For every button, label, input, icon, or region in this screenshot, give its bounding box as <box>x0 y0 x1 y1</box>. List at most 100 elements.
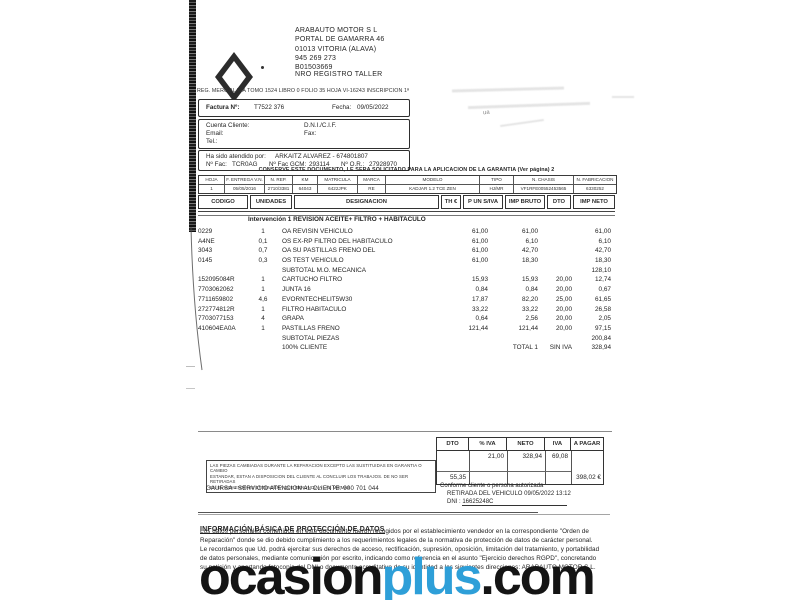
cell-units <box>250 267 276 277</box>
invoice-line-row: 7703062062 1 JUNTA 16 0,84 0,84 20,00 0,67 <box>198 286 615 296</box>
cell-bruto: 2,56 <box>525 315 538 323</box>
cell-neto: 97,15 <box>595 324 611 332</box>
vehicle-value-cell: KADJAR 1.2 TCE ZEN <box>386 185 480 193</box>
client-account-label: Cuenta Cliente: <box>206 122 250 129</box>
attended-by-label: Ha sido atendido por: <box>206 152 266 160</box>
cell-pun: 121,44 <box>468 324 488 332</box>
invoice-line-row: 0229 1 OA REVISIN VEHíCULO 61,00 61,00 61,00 <box>198 228 615 238</box>
section-divider <box>198 431 612 432</box>
footer-divider <box>198 512 538 513</box>
invoice-line-row: 7703077153 4 GRAPA 0,64 2,56 20,00 2,05 <box>198 315 615 325</box>
dealer-address-line: B01503669 <box>295 64 333 72</box>
cell-units: 0,3 <box>258 257 268 265</box>
client-dni-label: D.N.I./C.I.F. <box>304 122 337 129</box>
cell-pun: 0,64 <box>475 315 488 323</box>
cell-code: 7703077153 <box>198 315 234 323</box>
or-label: Nº O.R.: <box>341 161 365 168</box>
cell-code: A4NE <box>198 237 215 245</box>
cell-neto: 42,70 <box>595 247 611 255</box>
invoice-number-value: T7522 376 <box>254 104 285 111</box>
vehicle-header-cell: HOJA <box>199 176 225 184</box>
legal-line: ESTANDAR, ESTAN A DISPOSICION DEL CLIENT… <box>210 473 409 485</box>
a-pagar-value: 398,02 € <box>576 474 601 481</box>
cell-neto: 6,10 <box>598 237 611 245</box>
renault-diamond-icon <box>215 52 253 102</box>
cell-bruto: 6,10 <box>525 237 538 245</box>
vehicle-value-cell: 64043 <box>293 185 318 193</box>
cell-desc: FILTRO HABITACULO <box>282 305 347 313</box>
legal-line: EN EL MOMENTO SE ENTENDERA QUE RENUNCIA … <box>210 484 352 490</box>
cell-code: 7703062062 <box>198 286 234 294</box>
totals-header-cell: DTO <box>436 437 468 451</box>
items-table-header: CODIGO UNIDADES DESIGNACION TH € P UN S/IVA I… <box>198 195 615 209</box>
scan-page-edge-curve <box>190 226 203 371</box>
cell-units: 1 <box>261 276 265 284</box>
invoice-line-row: 100% CLIENTE TOTAL 1 SIN IVA 328,94 <box>198 344 615 354</box>
vehicle-value-cell: RE <box>358 185 386 193</box>
dealer-address-line: 01013 VITORIA (ALAVA) <box>295 45 377 53</box>
cell-bruto: 82,20 <box>522 295 538 303</box>
fac-value: TCR0AG <box>232 161 258 168</box>
registro-mercantil-line: REG. MERC ALAVA TOMO 1524 LIBRO 0 FOLIO … <box>197 88 410 94</box>
customer-service-line: GAURSA - SERVICIO ATENCION AL CLIENTE: 9… <box>206 486 379 492</box>
cell-neto: 2,05 <box>598 315 611 323</box>
totals-header-cell: NETO <box>506 437 544 451</box>
cell-dto <box>538 267 572 277</box>
cell-desc: EVORNTECHELIT5W30 <box>282 295 353 303</box>
totals-grid-line <box>437 471 571 472</box>
cell-bruto: 61,00 <box>522 228 538 235</box>
dealer-address-line: 945 269 273 <box>295 54 337 62</box>
totals-header-cell: IVA <box>544 437 570 451</box>
cell-code: 7711659802 <box>198 295 234 303</box>
scan-ghost-text: ua <box>482 109 490 117</box>
dni-value: 16625248C <box>462 499 568 506</box>
cell-pun: 61,00 <box>472 257 488 265</box>
cell-bruto: TOTAL 1 <box>512 344 538 352</box>
cell-pun <box>442 267 488 277</box>
dni-line: DNI : 16625248C <box>447 499 568 506</box>
cell-pun <box>442 344 488 354</box>
cell-bruto: 42,70 <box>522 247 538 255</box>
scan-margin-mark <box>186 366 195 367</box>
cell-bruto <box>488 267 538 277</box>
cell-units: 0,7 <box>258 247 268 255</box>
cell-bruto: 18,30 <box>522 257 538 265</box>
vehicle-table: HOJA F. ENTREGA V.N. N. REP. KM MATRICULA MAR… <box>198 175 617 194</box>
totals-grid-line <box>545 451 546 484</box>
vehicle-header-cell: N. REP. <box>265 176 293 184</box>
cell-pun: 15,93 <box>472 276 488 284</box>
cell-units <box>250 344 276 354</box>
cell-pun: 61,00 <box>472 247 488 255</box>
rgpd-line: Le recordamos que Ud. podrá ejercitar su… <box>200 546 600 553</box>
invoice-date-label: Fecha: <box>332 104 352 111</box>
vehicle-value-cell: HJ/MR <box>480 185 514 193</box>
cell-bruto: 33,22 <box>522 305 538 313</box>
neto-value: 328,94 <box>522 453 542 460</box>
cell-units: 4,6 <box>258 295 268 303</box>
logo-part-com: .com <box>480 548 595 600</box>
iva-value: 69,08 <box>552 453 568 460</box>
registro-taller-label: NRO REGISTRO TALLER <box>295 71 383 78</box>
client-tel-label: Tel.: <box>206 138 218 145</box>
cell-neto: 61,00 <box>595 228 611 235</box>
cell-units: 1 <box>261 286 265 294</box>
vehicle-value-cell: 1 <box>199 185 225 193</box>
vehicle-header-cell: MODELO <box>386 176 480 184</box>
invoice-number-box: Factura Nº: T7522 376 Fecha: 09/05/2022 <box>198 99 410 117</box>
invoice-line-row: 0145 0,3 OS TEST VEHíCULO 61,00 18,30 18,30 <box>198 257 615 267</box>
cell-dto: 20,00 <box>556 305 572 313</box>
scan-ghost-mark <box>500 118 544 128</box>
cell-units <box>250 335 276 345</box>
conforme-line: Conforme cliente o persona autorizada <box>440 483 544 489</box>
rgpd-line: Los datos personales contenidos en este … <box>200 528 589 535</box>
cell-dto: 20,00 <box>556 324 572 332</box>
totals-header-cell: A PAGAR <box>570 437 604 451</box>
client-box: Cuenta Cliente: D.N.I./C.I.F. Email: Fax… <box>198 119 410 149</box>
invoice-line-row: SUBTOTAL PIEZAS 200,84 <box>198 335 615 345</box>
totals-table: DTO% IVA NETO IVA A PAGAR 21,00 328,94 69,0… <box>436 437 604 485</box>
cell-desc: SUBTOTAL PIEZAS <box>282 334 340 342</box>
totals-header-cell: % IVA <box>468 437 506 451</box>
attended-by-value: ARKAITZ ALVAREZ - 674801807 <box>275 152 368 160</box>
cell-desc: OA REVISIN VEHíCULO <box>282 228 353 235</box>
